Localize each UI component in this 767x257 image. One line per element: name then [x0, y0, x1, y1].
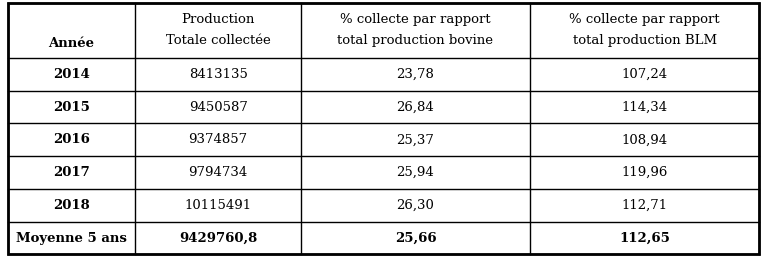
Text: 107,24: 107,24	[621, 68, 668, 81]
Text: 2015: 2015	[53, 100, 90, 114]
Text: Moyenne 5 ans: Moyenne 5 ans	[16, 232, 127, 245]
Text: 108,94: 108,94	[621, 133, 668, 146]
Text: 2016: 2016	[53, 133, 90, 146]
Text: 119,96: 119,96	[621, 166, 668, 179]
Text: 25,37: 25,37	[397, 133, 434, 146]
Text: 25,66: 25,66	[395, 232, 436, 245]
Text: 112,71: 112,71	[621, 199, 668, 212]
Text: 9374857: 9374857	[189, 133, 248, 146]
Text: 26,84: 26,84	[397, 100, 434, 114]
Text: 2014: 2014	[53, 68, 90, 81]
Text: 10115491: 10115491	[185, 199, 252, 212]
Text: 2018: 2018	[53, 199, 90, 212]
Text: 23,78: 23,78	[397, 68, 434, 81]
Text: Production
Totale collectée: Production Totale collectée	[166, 13, 271, 47]
Text: 25,94: 25,94	[397, 166, 434, 179]
Text: 9794734: 9794734	[189, 166, 248, 179]
Text: 8413135: 8413135	[189, 68, 248, 81]
Text: Année: Année	[48, 37, 94, 50]
Text: 9450587: 9450587	[189, 100, 248, 114]
Text: % collecte par rapport
total production bovine: % collecte par rapport total production …	[337, 13, 493, 47]
Text: % collecte par rapport
total production BLM: % collecte par rapport total production …	[569, 13, 720, 47]
Text: 112,65: 112,65	[619, 232, 670, 245]
Text: 26,30: 26,30	[397, 199, 434, 212]
Text: 2017: 2017	[53, 166, 90, 179]
Text: 114,34: 114,34	[621, 100, 668, 114]
Text: 9429760,8: 9429760,8	[179, 232, 257, 245]
